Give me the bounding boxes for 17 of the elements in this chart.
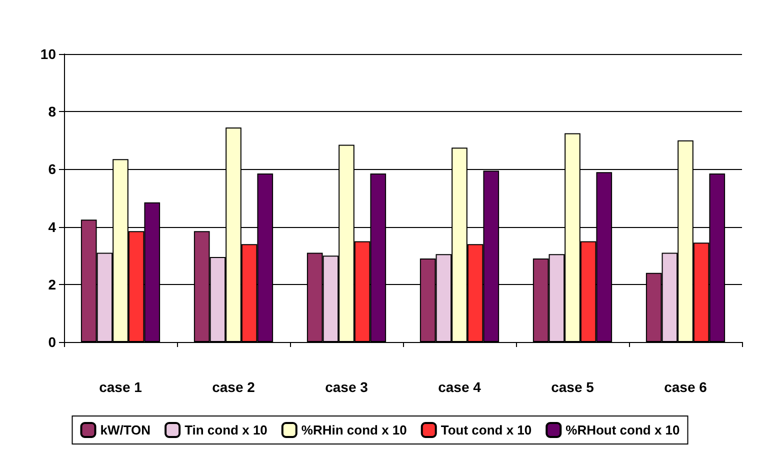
x-tick-label: case 5	[551, 379, 594, 395]
x-tick-label: case 4	[438, 379, 482, 395]
legend-label: %RHout cond x 10	[566, 422, 680, 438]
x-tick-label: case 6	[664, 379, 708, 395]
legend-label: %RHin cond x 10	[301, 422, 407, 438]
legend-label: Tin cond x 10	[184, 422, 268, 438]
y-tick-label: 0	[48, 334, 56, 350]
x-tick-label: case 1	[99, 379, 142, 395]
y-tick-label: 8	[48, 104, 56, 120]
x-tick-label: case 3	[325, 379, 368, 395]
x-tick-label: case 2	[212, 379, 256, 395]
legend-label: kW/TON	[100, 422, 151, 438]
y-tick-label: 10	[40, 46, 56, 62]
y-tick-label: 6	[48, 161, 56, 178]
y-tick-label: 2	[48, 276, 56, 292]
y-tick-label: 4	[48, 218, 56, 235]
legend-label: Tout cond x 10	[440, 422, 532, 438]
